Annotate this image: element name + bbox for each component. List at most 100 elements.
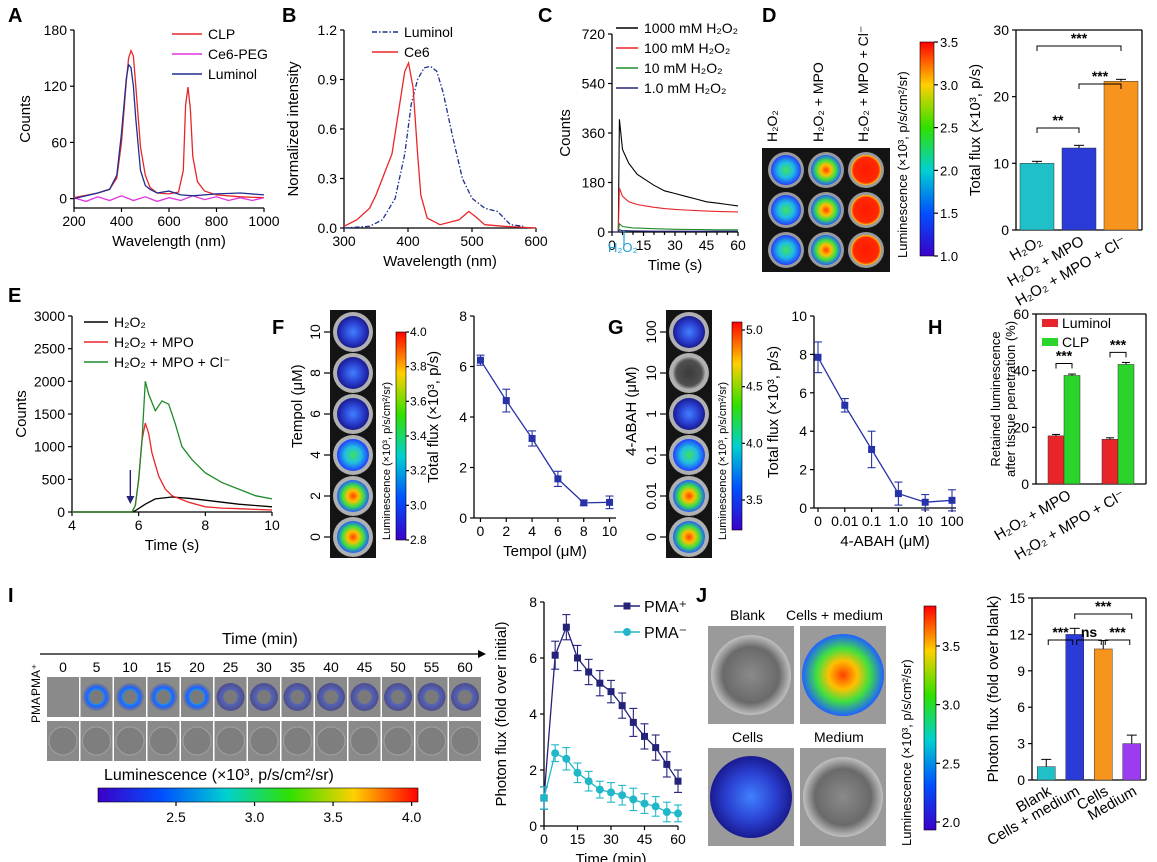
- x-tick-label: 400: [110, 213, 134, 229]
- y-tick-label: 10: [993, 155, 1009, 171]
- y-tick-label: 4: [459, 409, 467, 425]
- imaging-g-axis-label: 4-ABAH (μM): [623, 367, 640, 456]
- chart-g-abah: 0 0.01 0.1 1.0 10 100 0 2 4 6 8 10 4-ABAH (μM) Total …: [765, 308, 964, 550]
- y-tick-label: 2500: [34, 341, 65, 357]
- well-signal: [337, 521, 369, 553]
- x-tick-label: 45: [699, 237, 715, 253]
- imaging-d-col-3: H₂O₂ + MPO + Cl⁻: [855, 26, 871, 142]
- bar-H₂O₂ + MPO: [1061, 147, 1097, 231]
- well-center: [391, 690, 405, 704]
- well-signal: [811, 155, 841, 185]
- x-tick-label: 4: [68, 517, 76, 533]
- event-arrowhead: [126, 496, 135, 504]
- y-axis-label: Counts: [557, 109, 574, 157]
- x-tick-label: 1000: [248, 213, 279, 229]
- bar-CLP: [1117, 364, 1135, 485]
- data-point: [921, 498, 929, 506]
- colorbar-tick-label: 2.8: [410, 533, 427, 547]
- well-signal: [337, 316, 369, 348]
- series-line-CLP: [73, 48, 265, 199]
- data-point: [551, 651, 559, 659]
- imaging-j-label-blank: Blank: [730, 607, 766, 623]
- series-line-Ce6: [343, 60, 537, 229]
- y-tick-label: 4: [529, 706, 537, 722]
- panel-label-c: C: [538, 5, 552, 27]
- y-tick-label: 720: [582, 26, 606, 42]
- x-tick-label: 0: [814, 513, 822, 529]
- y-tick-label: 9: [1017, 663, 1025, 679]
- y-tick-label: 6: [799, 385, 807, 401]
- well-signal: [811, 235, 841, 265]
- imaging-f-axis-label: Tempol (μM): [289, 364, 306, 448]
- time-label: 30: [256, 659, 272, 675]
- well-center: [357, 690, 372, 704]
- data-point: [585, 668, 593, 676]
- time-label: 25: [223, 659, 239, 675]
- data-point: [573, 768, 582, 777]
- y-tick-label: 540: [582, 76, 606, 92]
- y-tick-label: 0.6: [318, 121, 338, 137]
- y-tick-label: 0: [459, 510, 467, 526]
- series-line-H₂O₂ + MPO: [72, 422, 273, 513]
- imaging-d: H₂O₂ H₂O₂ + MPO H₂O₂ + MPO + Cl⁻ 1.0 1.5 2…: [762, 26, 958, 272]
- legend-label: H₂O₂ + MPO: [114, 334, 194, 350]
- significance-label: ***: [1110, 336, 1127, 352]
- data-point: [948, 496, 956, 504]
- x-axis-label: Wavelength (nm): [112, 233, 226, 250]
- y-tick-label: 500: [42, 471, 66, 487]
- x-tick-label: 15: [570, 831, 586, 847]
- well-signal: [337, 439, 369, 471]
- well-j-cells: [710, 756, 792, 838]
- legend-marker: [623, 602, 631, 610]
- data-point: [674, 809, 682, 818]
- data-point: [606, 498, 614, 506]
- panel-label-g: G: [608, 317, 624, 339]
- y-tick-label: 2: [459, 460, 467, 476]
- colorbar-tick-label: 3.6: [410, 394, 427, 408]
- chart-a-spectra: 200 400 600 800 1000 0 60 120 180 Wavelength (nm)…: [17, 22, 280, 250]
- well-pma-minus: [383, 726, 413, 756]
- well-signal: [337, 398, 369, 430]
- data-point: [584, 777, 593, 786]
- well-signal: [673, 398, 705, 430]
- well-signal: [337, 480, 369, 512]
- wells-g: [669, 312, 709, 557]
- imaging-j: Blank Cells + medium Cells Medium 2.0 2.5…: [708, 605, 960, 846]
- x-tick-label: 8: [201, 517, 209, 533]
- y-axis-label: Total flux (×10³, p/s): [765, 346, 782, 478]
- y-axis-label: Counts: [13, 390, 30, 438]
- y-tick-label: 6: [459, 359, 467, 375]
- y-axis-label: Photon flux (fold over blank): [985, 596, 1002, 783]
- colorbar-tick-label: 3.5: [323, 809, 343, 825]
- x-tick-label: 4: [528, 523, 536, 539]
- data-point: [641, 732, 648, 740]
- imaging-d-col-1: H₂O₂: [764, 110, 780, 142]
- x-axis-label: Wavelength (nm): [383, 253, 497, 270]
- bar-H₂O₂: [1019, 163, 1055, 231]
- imaging-tick-label: 6: [307, 410, 323, 418]
- colorbar-j: [923, 605, 937, 831]
- well-center: [324, 690, 338, 704]
- colorbar-tick-label: 2.0: [940, 163, 958, 178]
- well-center: [257, 690, 271, 704]
- x-tick-label: 15: [636, 237, 652, 253]
- y-tick-label: 0.3: [318, 171, 338, 187]
- chart-h-bars: 0 20 40 60 Retained luminescence after tissue…: [988, 306, 1147, 564]
- data-point: [651, 802, 660, 811]
- well-pma-minus: [417, 726, 446, 756]
- well-signal: [673, 521, 705, 553]
- well-signal: [771, 155, 801, 185]
- colorbar-f-ticks: 2.8 3.0 3.2 3.4 3.6 3.8 4.0: [406, 325, 427, 547]
- legend-marker: [623, 628, 631, 636]
- x-tick-label: 8: [580, 523, 588, 539]
- well-signal: [811, 195, 841, 225]
- chart-i-photon: 0 15 30 45 60 0 2 4 6 8 Time (min) Photon flux (fol…: [493, 594, 687, 862]
- colorbar-f-label: Luminescence (×10³, p/s/cm²/sr): [381, 382, 393, 540]
- data-point: [662, 808, 671, 816]
- y-tick-label: 1500: [34, 406, 65, 422]
- imaging-tick-label: 0.1: [643, 445, 659, 465]
- colorbar-d-label: Luminescence (×10³, p/s/cm²/sr): [895, 71, 910, 258]
- well-center: [89, 690, 104, 704]
- colorbar-tick-label: 3.0: [942, 698, 960, 713]
- well-signal: [771, 195, 801, 225]
